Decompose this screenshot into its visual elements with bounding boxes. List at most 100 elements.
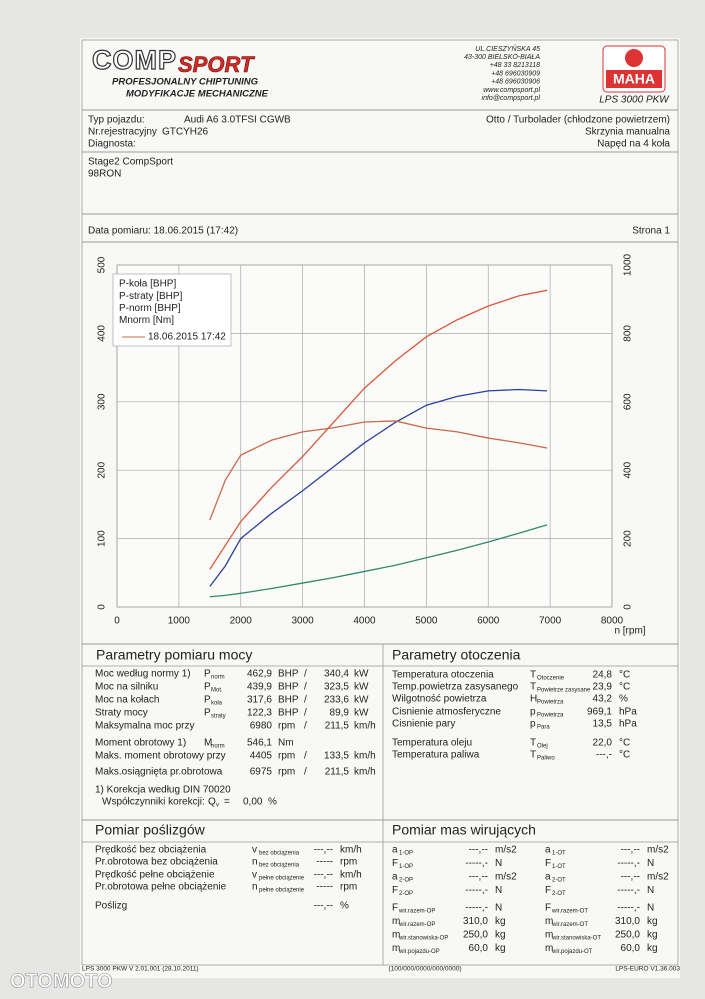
row-unit: kg <box>647 916 658 927</box>
symbol: T <box>530 750 536 761</box>
symbol-sub: wir.razem-OT <box>551 922 588 928</box>
row-value: -----,- <box>465 885 488 896</box>
row-value: ---,-- <box>314 901 333 912</box>
row-unit: m/s2 <box>647 845 669 856</box>
row-value: 6975 <box>250 767 273 778</box>
y-tick-label: 400 <box>97 325 108 342</box>
row-unit: N <box>647 885 654 896</box>
legend-entry: P-norm [BHP] <box>119 303 181 314</box>
footer-text: LPS-EURO V1.36.003 <box>615 966 680 973</box>
x-tick-label: 2000 <box>230 616 253 627</box>
x-tick-label: 3000 <box>292 616 315 627</box>
x-axis-label: n [rpm] <box>614 626 645 637</box>
slash: / <box>304 695 307 706</box>
address-line: www.compsport.pl <box>483 87 540 94</box>
symbol-sub: Otoczenie <box>537 676 565 682</box>
symbol: F <box>545 858 551 869</box>
row-unit: °C <box>619 682 630 693</box>
symbol-sub: bez obciążenia <box>259 863 300 869</box>
row-value: 317,6 <box>247 695 272 706</box>
row-value: -----,- <box>617 858 640 869</box>
row-label: Temperatura otoczenia <box>392 670 494 681</box>
row-unit: kW <box>354 708 369 719</box>
symbol-sub: wir.stanowiska-OP <box>398 936 448 942</box>
slash: / <box>304 708 307 719</box>
row-value: ---,-- <box>469 845 488 856</box>
series-line <box>209 524 548 598</box>
row-value: 439,9 <box>247 682 272 693</box>
row-value: -----,- <box>617 903 640 914</box>
date: Data pomiaru: 18.06.2015 (17:42) <box>88 226 238 237</box>
row-unit: hPa <box>619 719 637 730</box>
row-label: Temperatura paliwa <box>392 750 480 761</box>
symbol: m <box>545 916 553 927</box>
row-value: 211,5 <box>325 767 350 778</box>
row-label: Moc na kołach <box>95 695 159 706</box>
footer-text: LPS 3000 PKW V 2.01.001 (28.10.2011) <box>82 966 199 973</box>
address-line: 43-300 BIELSKO-BIAŁA <box>464 54 540 61</box>
address-line: +48 696030906 <box>491 79 540 86</box>
symbol-sub: straty <box>211 714 226 720</box>
row-unit: kg <box>495 916 506 927</box>
row-unit: km/h <box>354 767 376 778</box>
symbol-sub: norm <box>211 675 225 681</box>
row-unit: km/h <box>340 845 362 856</box>
symbol-sub: 1-OT <box>552 851 566 857</box>
symbol: F <box>545 903 551 914</box>
row-value: 4405 <box>250 751 273 762</box>
slash: / <box>304 669 307 680</box>
row-unit: km/h <box>340 870 362 881</box>
series-line <box>209 388 548 587</box>
legend-date: 18.06.2015 17:42 <box>148 332 226 343</box>
row-unit: N <box>647 903 654 914</box>
value: Skrzynia manualna <box>585 127 670 138</box>
row-unit: Nm <box>278 738 294 749</box>
row-label: Maks. moment obrotowy przy <box>95 751 226 762</box>
symbol-sub: v <box>216 803 219 809</box>
symbol: n <box>252 857 258 868</box>
model: LPS 3000 PKW <box>599 95 670 106</box>
symbol-sub: pełne obciążenie <box>259 876 305 882</box>
note: 98RON <box>88 169 121 180</box>
row-label: Moc według normy 1) <box>95 669 191 680</box>
section-title: Parametry pomiaru mocy <box>96 647 252 663</box>
row-value: 6980 <box>250 721 273 732</box>
symbol-sub: 2-OT <box>552 878 566 884</box>
y2-tick-label: 800 <box>623 325 634 342</box>
symbol: H <box>530 694 537 705</box>
maha-icon <box>625 49 643 67</box>
row-label: Prędkość pełne obciążenie <box>95 870 215 881</box>
series-line <box>209 289 548 570</box>
logo-comp: COMP <box>92 45 177 75</box>
row-unit: BHP <box>278 695 299 706</box>
row-label: Moment obrotowy 1) <box>95 738 186 749</box>
correction-value: 0,00 <box>243 797 263 808</box>
row-value: 310,0 <box>463 916 488 927</box>
row-unit: m/s2 <box>495 845 517 856</box>
symbol-sub: 2-OP <box>399 891 413 897</box>
address-line: +48 696030909 <box>491 70 540 77</box>
symbol: p <box>530 719 536 730</box>
row-label: Pr.obrotowa bez obciążenia <box>95 857 218 868</box>
symbol: m <box>392 930 400 941</box>
symbol-sub: Powietrza <box>537 713 564 719</box>
note: Stage2 CompSport <box>88 157 173 168</box>
symbol: n <box>252 882 258 893</box>
slash: / <box>304 751 307 762</box>
row-value: 340,4 <box>324 669 349 680</box>
row-value: 211,5 <box>325 721 350 732</box>
symbol: p <box>530 707 536 718</box>
address-line: UL.CIESZYŃSKA 45 <box>475 44 540 53</box>
symbol-sub: norm <box>211 744 225 750</box>
symbol: Q <box>208 797 216 808</box>
row-value: 250,0 <box>615 930 640 941</box>
label: Typ pojazdu: <box>88 115 145 126</box>
row-value: -----,- <box>465 903 488 914</box>
y2-tick-label: 1000 <box>623 253 634 276</box>
row-label: Pr.obrotowa pełne obciążenie <box>95 882 227 893</box>
row-unit: kW <box>354 682 369 693</box>
y2-tick-label: 600 <box>623 393 634 410</box>
symbol-sub: 2-OT <box>552 891 566 897</box>
symbol: P <box>204 695 211 706</box>
